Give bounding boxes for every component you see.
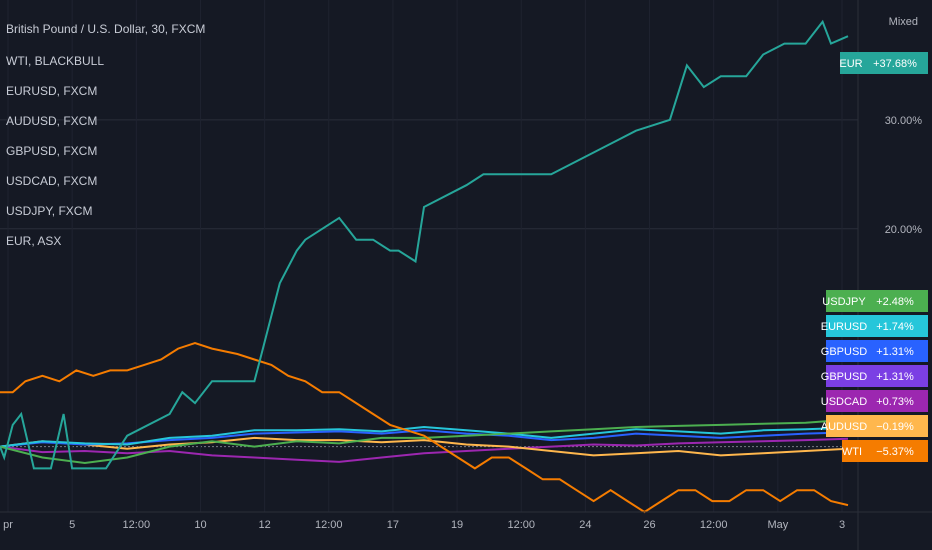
badge-name-bg — [826, 390, 862, 412]
badge-value: +2.48% — [876, 296, 914, 308]
series-line-wti — [0, 342, 849, 514]
badge-value: +1.74% — [876, 321, 914, 333]
badge-name-bg — [826, 415, 862, 437]
legend-item-usdcad[interactable]: USDCAD, FXCM — [6, 174, 98, 188]
badge-name-bg — [842, 440, 862, 462]
badge-name-bg — [826, 340, 862, 362]
badge-value-bg — [862, 315, 928, 337]
series-line-usdcad — [0, 437, 849, 463]
badge-name-bg — [826, 365, 862, 387]
x-tick-label-12: May — [767, 519, 788, 531]
series-line-usdjpy — [0, 418, 849, 465]
legend-item-eur-asx[interactable]: EUR, ASX — [6, 234, 62, 248]
x-axis: pr 5 12:00 10 12 12:00 17 19 12:00 24 26 12:00 May 3 — [0, 511, 932, 531]
legend-item-audusd[interactable]: AUDUSD, FXCM — [6, 114, 98, 128]
badge-name: USDJPY — [822, 296, 866, 308]
x-tick-label-6: 17 — [387, 519, 399, 531]
legend-item-eurusd[interactable]: EURUSD, FXCM — [6, 84, 98, 98]
badge-audusd: AUDUSD −0.19% — [821, 415, 928, 437]
x-tick-label-5: 12:00 — [315, 519, 343, 531]
x-tick-label-7: 19 — [451, 519, 463, 531]
scale-mode-label[interactable]: Mixed — [888, 16, 918, 28]
series-line-audusd — [0, 436, 849, 457]
badge-usdjpy: USDJPY +2.48% — [822, 290, 928, 312]
badge-value: −0.19% — [876, 421, 914, 433]
badge-eur: EUR +37.68% — [839, 52, 928, 74]
badge-value-bg — [862, 440, 928, 462]
badge-value: −5.37% — [876, 446, 914, 458]
x-tick-label-0: pr — [3, 519, 13, 531]
badge-name: EURUSD — [821, 321, 868, 333]
series-lines — [0, 19, 849, 514]
main-series-title: British Pound / U.S. Dollar, 30, FXCM — [6, 22, 206, 36]
badge-name: GBPUSD — [821, 346, 868, 358]
value-badges: EUR +37.68% USDJPY +2.48% EURUSD +1.74% GBPUSD… — [821, 52, 928, 462]
badge-name: GBPUSD — [821, 371, 868, 383]
badge-value: +1.31% — [876, 371, 914, 383]
badge-name-bg — [826, 290, 862, 312]
x-tick-label-11: 12:00 — [700, 519, 728, 531]
badge-wti: WTI −5.37% — [842, 440, 928, 462]
badge-gbpusd: GBPUSD +1.31% — [821, 365, 928, 387]
badge-value-bg — [862, 340, 928, 362]
legend-item-usdjpy[interactable]: USDJPY, FXCM — [6, 204, 93, 218]
badge-name: USDCAD — [821, 396, 868, 408]
x-tick-label-8: 12:00 — [507, 519, 535, 531]
badge-value: +37.68% — [873, 58, 917, 70]
x-tick-label-1: 5 — [69, 519, 75, 531]
legend-item-gbpusd[interactable]: GBPUSD, FXCM — [6, 144, 98, 158]
x-tick-label-9: 24 — [579, 519, 591, 531]
x-tick-label-2: 12:00 — [123, 519, 151, 531]
badge-name: EUR — [839, 58, 862, 70]
badge-name-bg — [840, 52, 862, 74]
x-tick-label-3: 10 — [194, 519, 206, 531]
x-tick-label-4: 12 — [258, 519, 270, 531]
grid — [0, 0, 858, 512]
badge-name: WTI — [842, 446, 862, 458]
legend: WTI, BLACKBULL EURUSD, FXCM AUDUSD, FXCM… — [6, 46, 104, 256]
badge-value: +0.73% — [876, 396, 914, 408]
x-tick-label-10: 26 — [643, 519, 655, 531]
badge-value-bg — [862, 390, 928, 412]
badge-eurusd: EURUSD +1.74% — [821, 315, 928, 337]
badge-gbpusd: GBPUSD +1.31% — [821, 340, 928, 362]
y-tick-label-0: 20.00% — [885, 224, 923, 236]
badge-value-bg — [862, 365, 928, 387]
badge-name: AUDUSD — [821, 421, 868, 433]
y-tick-label-1: 30.00% — [885, 115, 923, 127]
badge-value-bg — [862, 415, 928, 437]
legend-item-wti[interactable]: WTI, BLACKBULL — [6, 54, 105, 68]
badge-value-bg — [862, 52, 928, 74]
badge-name-bg — [826, 315, 862, 337]
y-axis: 20.00% 30.00% — [857, 0, 923, 550]
badge-value: +1.31% — [876, 346, 914, 358]
series-line-eurusd — [0, 425, 849, 448]
badge-usdcad: USDCAD +0.73% — [821, 390, 928, 412]
series-line-eur — [0, 19, 849, 470]
badge-value-bg — [862, 290, 928, 312]
x-tick-label-13: 3 — [839, 519, 845, 531]
